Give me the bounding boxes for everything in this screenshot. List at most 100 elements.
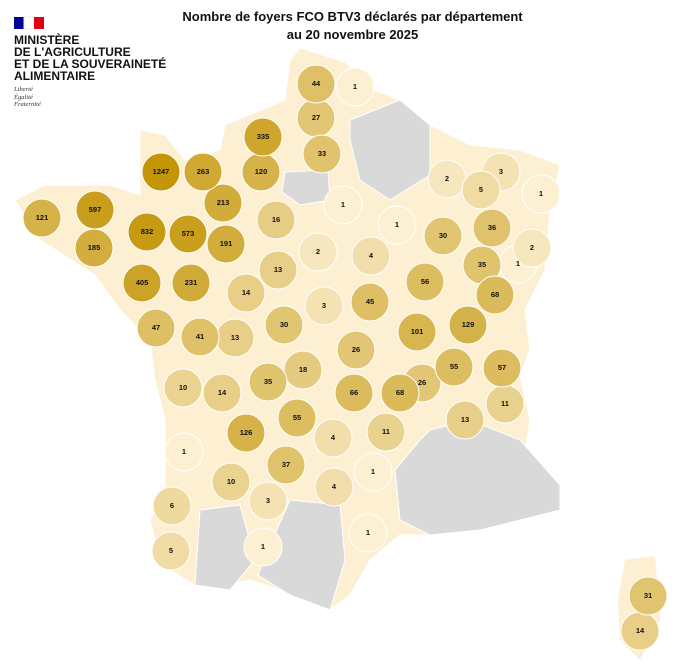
department-value: 36 — [488, 223, 496, 232]
department — [256, 200, 296, 240]
flag-blue — [14, 17, 24, 29]
no-data-areas — [194, 99, 561, 611]
motto-line: Égalité — [14, 93, 33, 101]
department-value: 14 — [242, 288, 251, 297]
department — [180, 317, 220, 357]
department — [377, 205, 417, 245]
department — [351, 236, 391, 276]
department-value: 6 — [170, 501, 174, 510]
department — [206, 224, 246, 264]
department — [397, 312, 437, 352]
department-value: 4 — [369, 251, 374, 260]
department-value: 120 — [255, 167, 268, 176]
department-value: 33 — [318, 149, 326, 158]
department-value: 3 — [499, 167, 503, 176]
flag-red — [34, 17, 44, 29]
department-value: 335 — [257, 132, 270, 141]
department — [335, 67, 375, 107]
department-value: 231 — [185, 278, 198, 287]
department — [334, 373, 374, 413]
department-value: 44 — [312, 79, 321, 88]
department — [475, 275, 515, 315]
department — [248, 481, 288, 521]
department-value: 27 — [312, 113, 320, 122]
department-value: 26 — [418, 378, 426, 387]
department-value: 1 — [371, 467, 375, 476]
department-value: 11 — [382, 427, 390, 436]
department-value: 1 — [366, 528, 370, 537]
title-line: au 20 novembre 2025 — [286, 27, 419, 42]
department — [75, 190, 115, 230]
ministry-name: MINISTÈRE DE L'AGRICULTURE ET DE LA SOUV… — [14, 34, 166, 82]
department-value: 185 — [88, 243, 101, 252]
department — [264, 305, 304, 345]
department — [314, 467, 354, 507]
department-value: 37 — [282, 460, 290, 469]
motto-line: Liberté — [14, 86, 33, 93]
department — [226, 413, 266, 453]
department-value: 13 — [461, 415, 469, 424]
department-value: 191 — [220, 239, 233, 248]
department — [380, 373, 420, 413]
department-value: 13 — [274, 265, 282, 274]
department-value: 213 — [217, 198, 230, 207]
department-value: 129 — [462, 320, 475, 329]
department-value: 597 — [89, 205, 102, 214]
department-value: 55 — [293, 413, 301, 422]
department — [434, 347, 474, 387]
department-value: 57 — [498, 363, 506, 372]
title: Nombre de foyers FCO BTV3 déclarés par d… — [150, 8, 555, 44]
flag-white — [23, 16, 35, 30]
department — [283, 350, 323, 390]
department-value: 832 — [141, 227, 154, 236]
department — [151, 531, 191, 571]
department-value: 4 — [332, 482, 337, 491]
department — [163, 368, 203, 408]
department-value: 3 — [322, 301, 326, 310]
department-value: 1 — [353, 82, 357, 91]
department — [366, 412, 406, 452]
department — [350, 282, 390, 322]
department — [405, 262, 445, 302]
department-value: 16 — [272, 215, 280, 224]
department-value: 1 — [516, 259, 520, 268]
department-value: 30 — [280, 320, 288, 329]
department-value: 4 — [331, 433, 336, 442]
department — [127, 212, 167, 252]
department-value: 68 — [396, 388, 404, 397]
no-data-area — [194, 504, 256, 591]
department — [258, 250, 298, 290]
department — [248, 362, 288, 402]
department-value: 26 — [352, 345, 360, 354]
department — [152, 486, 192, 526]
department — [141, 152, 181, 192]
logo-line: ALIMENTAIRE — [14, 69, 96, 83]
no-data-area — [394, 419, 561, 536]
department-value: 68 — [491, 290, 499, 299]
department — [445, 400, 485, 440]
department-value: 30 — [439, 231, 447, 240]
department-value: 10 — [227, 477, 235, 486]
department-value: 31 — [644, 591, 652, 600]
department-value: 405 — [136, 278, 149, 287]
department — [423, 216, 463, 256]
department — [243, 527, 283, 567]
department-value: 2 — [445, 174, 449, 183]
department — [202, 373, 242, 413]
department — [521, 174, 561, 214]
department — [211, 462, 251, 502]
department-value: 47 — [152, 323, 160, 332]
department — [22, 198, 62, 238]
department-value: 1 — [341, 200, 345, 209]
logo-line: DE L'AGRICULTURE — [14, 45, 131, 59]
motto-line: Fraternité — [14, 101, 41, 108]
department — [628, 576, 668, 616]
department-value: 2 — [316, 247, 320, 256]
department-value: 126 — [240, 428, 253, 437]
department-value: 10 — [179, 383, 187, 392]
department-value: 1 — [395, 220, 399, 229]
logo-line: ET DE LA SOUVERAINETÉ — [14, 57, 167, 71]
department-value: 35 — [478, 260, 486, 269]
department-value: 101 — [411, 327, 424, 336]
